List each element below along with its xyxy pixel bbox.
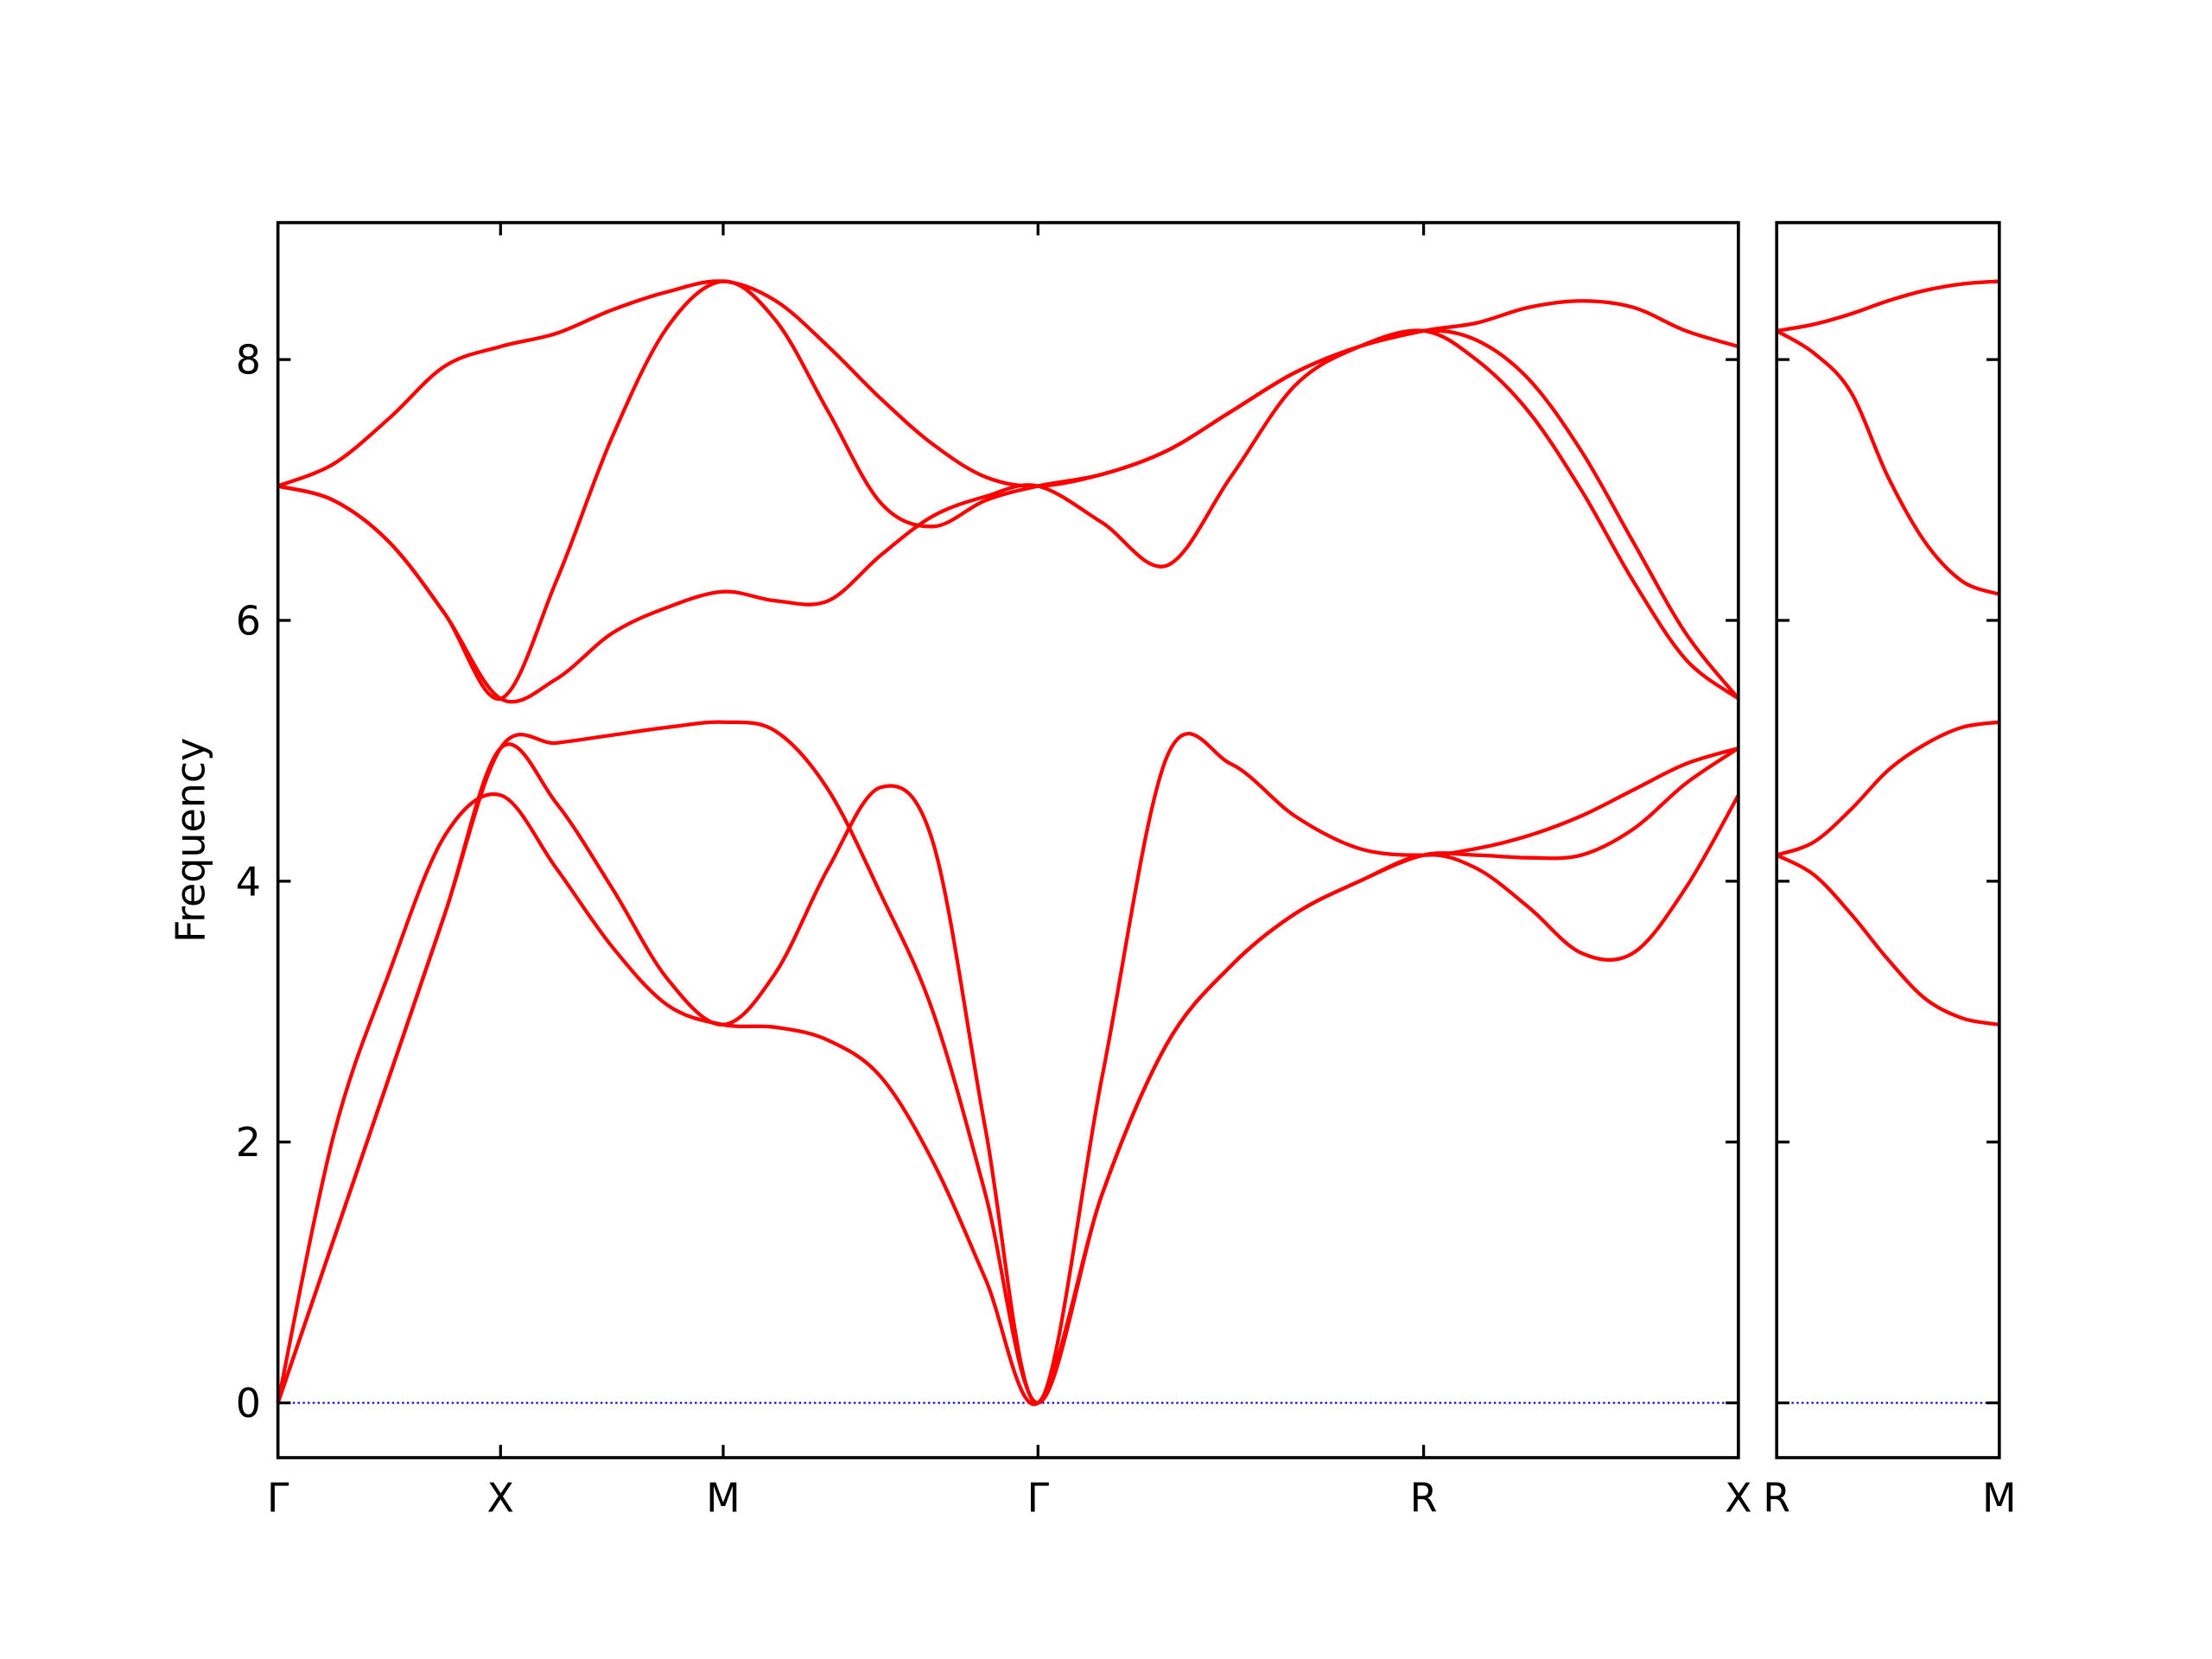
x-tick-label: M <box>1982 1474 2017 1521</box>
band-line <box>276 720 1740 1405</box>
x-tick-label: M <box>706 1474 741 1521</box>
band-line <box>277 279 1740 701</box>
x-tick-label: R <box>1763 1474 1790 1521</box>
band-line <box>276 791 1740 1407</box>
band-line <box>276 279 1739 488</box>
y-tick-label: 2 <box>236 1119 261 1166</box>
band-line <box>1776 279 1999 334</box>
y-tick-label: 8 <box>236 337 261 384</box>
x-tick-label: X <box>487 1474 514 1521</box>
band-line <box>1776 720 2000 857</box>
band-line <box>1776 853 2000 1027</box>
plot-frame <box>1775 220 2001 1459</box>
y-axis-label: Frequency <box>167 738 213 943</box>
y-tick-label: 0 <box>236 1380 261 1427</box>
x-tick-label: X <box>1725 1474 1751 1521</box>
x-tick-label: R <box>1410 1474 1438 1521</box>
y-tick-label: 4 <box>236 858 261 905</box>
band-line <box>1776 329 2000 596</box>
plot-frame <box>276 220 1740 1459</box>
y-tick-label: 6 <box>236 597 261 644</box>
x-tick-label: Γ <box>267 1474 289 1521</box>
x-tick-label: Γ <box>1027 1474 1049 1521</box>
band-line <box>277 328 1740 704</box>
